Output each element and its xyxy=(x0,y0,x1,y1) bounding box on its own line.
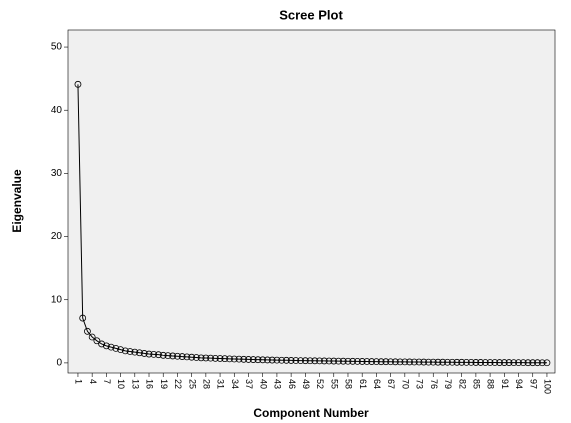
x-tick-label: 67 xyxy=(386,379,396,389)
x-tick-label: 13 xyxy=(130,379,140,389)
x-tick-label: 19 xyxy=(159,379,169,389)
x-tick-label: 94 xyxy=(514,379,524,389)
y-tick-label: 10 xyxy=(51,294,63,305)
x-tick-label: 61 xyxy=(358,379,368,389)
x-tick-label: 73 xyxy=(415,379,425,389)
y-axis-label: Eigenvalue xyxy=(10,169,24,233)
x-tick-label: 49 xyxy=(301,379,311,389)
x-tick-label: 100 xyxy=(543,379,553,394)
x-tick-label: 34 xyxy=(230,379,240,389)
x-tick-label: 7 xyxy=(102,379,112,384)
x-tick-label: 43 xyxy=(273,379,283,389)
x-tick-label: 25 xyxy=(187,379,197,389)
x-tick-label: 37 xyxy=(244,379,254,389)
x-tick-label: 79 xyxy=(443,379,453,389)
x-tick-label: 22 xyxy=(173,379,183,389)
y-tick-label: 0 xyxy=(56,358,62,369)
x-tick-label: 4 xyxy=(88,379,98,384)
x-tick-label: 16 xyxy=(145,379,155,389)
x-tick-label: 55 xyxy=(329,379,339,389)
y-tick-label: 30 xyxy=(51,168,63,179)
x-tick-label: 46 xyxy=(287,379,297,389)
y-tick-label: 50 xyxy=(51,42,63,53)
chart-title: Scree Plot xyxy=(279,7,343,22)
x-tick-label: 10 xyxy=(116,379,126,389)
x-tick-label: 64 xyxy=(372,379,382,389)
y-tick-label: 40 xyxy=(51,105,63,116)
x-tick-label: 52 xyxy=(315,379,325,389)
plot-area xyxy=(68,30,555,373)
x-axis-label: Component Number xyxy=(253,406,369,420)
x-tick-label: 85 xyxy=(472,379,482,389)
x-tick-label: 31 xyxy=(216,379,226,389)
y-tick-label: 20 xyxy=(51,231,63,242)
chart: Scree Plot Component Number Eigenvalue 0… xyxy=(0,0,571,423)
x-tick-label: 88 xyxy=(486,379,496,389)
x-tick-label: 1 xyxy=(74,379,84,384)
x-tick-label: 70 xyxy=(400,379,410,389)
x-tick-label: 58 xyxy=(344,379,354,389)
x-tick-label: 40 xyxy=(258,379,268,389)
x-tick-label: 76 xyxy=(429,379,439,389)
x-tick-label: 91 xyxy=(500,379,510,389)
x-tick-label: 28 xyxy=(201,379,211,389)
x-tick-label: 82 xyxy=(457,379,467,389)
x-tick-label: 97 xyxy=(528,379,538,389)
